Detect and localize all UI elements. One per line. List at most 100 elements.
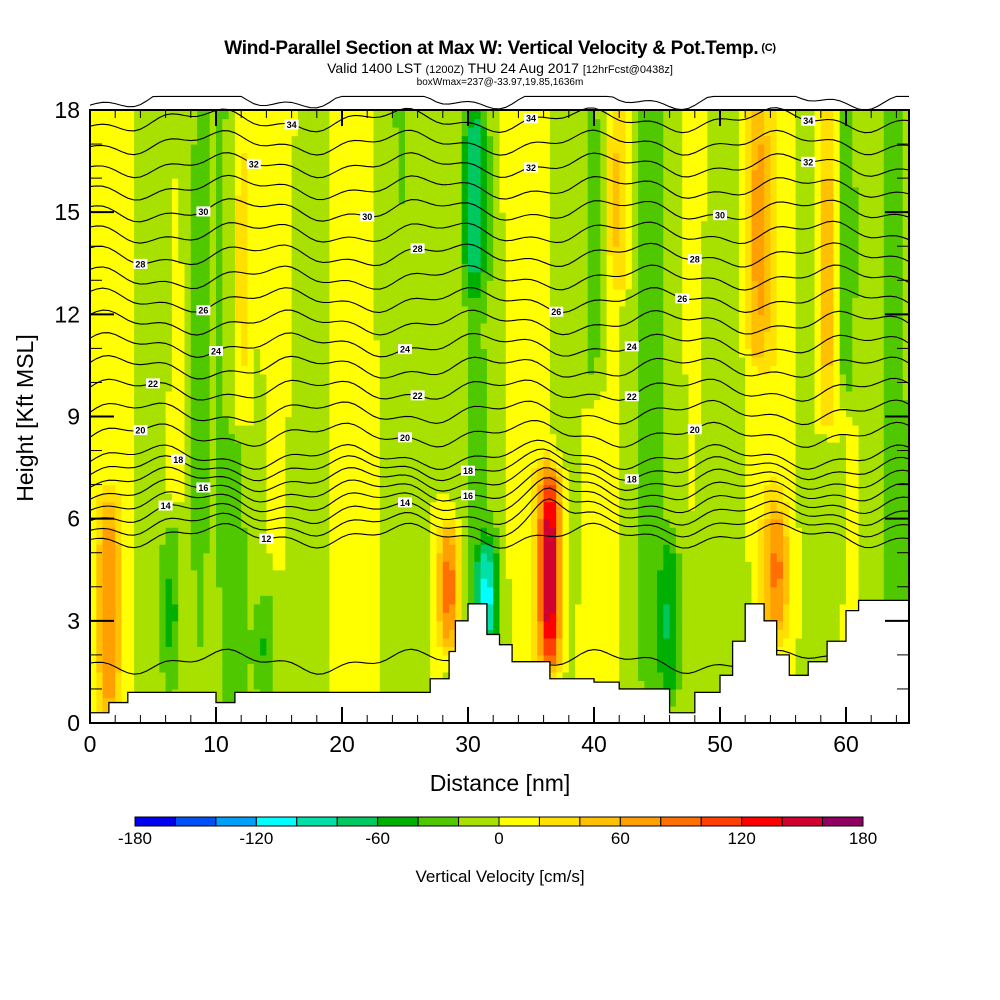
w-cell: [108, 484, 116, 494]
w-cell: [260, 229, 267, 239]
w-cell: [468, 263, 475, 273]
w-cell: [222, 688, 230, 699]
w-cell: [367, 152, 375, 162]
w-cell: [430, 399, 438, 409]
w-cell: [222, 339, 230, 349]
w-cell: [260, 442, 267, 452]
w-cell: [190, 425, 198, 435]
w-cell: [291, 663, 299, 673]
w-cell: [234, 220, 242, 230]
w-cell: [272, 297, 280, 307]
w-cell: [159, 535, 167, 545]
w-cell: [518, 169, 526, 179]
w-cell: [461, 612, 469, 622]
w-cell: [455, 288, 463, 298]
w-cell: [209, 186, 217, 196]
w-cell: [354, 195, 362, 205]
chart-subtitle: Valid 1400 LST (1200Z) THU 24 Aug 2017 […: [0, 60, 1000, 76]
w-cell: [247, 314, 255, 324]
w-cell: [316, 339, 324, 349]
w-cell: [373, 646, 381, 656]
w-cell: [247, 110, 255, 120]
w-cell: [405, 314, 412, 324]
w-cell: [297, 629, 305, 639]
w-cell: [171, 501, 179, 511]
w-cell: [171, 152, 179, 162]
w-cell: [468, 569, 475, 579]
w-cell: [474, 186, 482, 196]
w-cell: [178, 442, 186, 452]
w-cell: [222, 297, 230, 307]
w-cell: [90, 569, 97, 579]
w-cell: [316, 671, 324, 682]
w-cell: [279, 118, 286, 128]
w-cell: [398, 246, 406, 256]
w-cell: [310, 271, 318, 281]
w-cell: [449, 135, 456, 145]
w-cell: [159, 178, 167, 188]
w-cell: [468, 407, 475, 418]
w-cell: [304, 552, 312, 562]
w-cell: [127, 654, 135, 665]
w-cell: [234, 561, 242, 571]
w-cell: [442, 620, 450, 630]
w-cell: [455, 356, 463, 367]
w-cell: [486, 586, 494, 596]
w-cell: [423, 552, 431, 562]
w-cell: [430, 459, 438, 469]
w-cell: [335, 399, 343, 409]
w-cell: [423, 654, 431, 665]
w-cell: [279, 416, 286, 426]
w-cell: [423, 127, 431, 137]
w-cell: [203, 237, 211, 247]
w-cell: [398, 637, 406, 647]
w-cell: [279, 288, 286, 298]
w-cell: [486, 561, 494, 571]
w-cell: [354, 535, 362, 545]
w-cell: [354, 629, 362, 639]
w-cell: [253, 535, 261, 545]
w-cell: [96, 476, 104, 486]
w-cell: [417, 399, 425, 409]
w-cell: [405, 680, 412, 690]
w-cell: [184, 280, 192, 290]
w-cell: [197, 646, 204, 656]
w-cell: [335, 578, 343, 588]
w-cell: [184, 442, 192, 452]
w-cell: [411, 646, 419, 656]
w-cell: [178, 220, 186, 230]
w-cell: [423, 195, 431, 205]
w-cell: [373, 348, 381, 358]
w-cell: [367, 433, 375, 443]
w-cell: [297, 535, 305, 545]
w-cell: [153, 195, 160, 205]
w-cell: [134, 373, 141, 384]
w-cell: [241, 246, 249, 256]
w-cell: [455, 535, 463, 545]
w-cell: [197, 365, 204, 375]
w-cell: [134, 476, 141, 486]
w-cell: [291, 416, 299, 426]
w-cell: [423, 510, 431, 520]
w-cell: [184, 629, 192, 639]
w-cell: [146, 612, 154, 622]
w-cell: [316, 373, 324, 384]
w-cell: [342, 671, 349, 682]
w-cell: [260, 305, 267, 315]
w-cell: [417, 493, 425, 503]
w-cell: [499, 110, 507, 120]
w-cell: [184, 535, 192, 545]
w-cell: [228, 110, 236, 120]
w-cell: [436, 331, 444, 341]
w-cell: [524, 544, 532, 554]
w-cell: [486, 314, 494, 324]
w-cell: [247, 229, 255, 239]
w-cell: [304, 467, 312, 477]
w-cell: [354, 612, 362, 622]
w-cell: [468, 425, 475, 435]
w-cell: [423, 646, 431, 656]
w-cell: [398, 450, 406, 460]
w-cell: [90, 688, 97, 699]
w-cell: [90, 407, 97, 418]
w-cell: [241, 263, 249, 273]
